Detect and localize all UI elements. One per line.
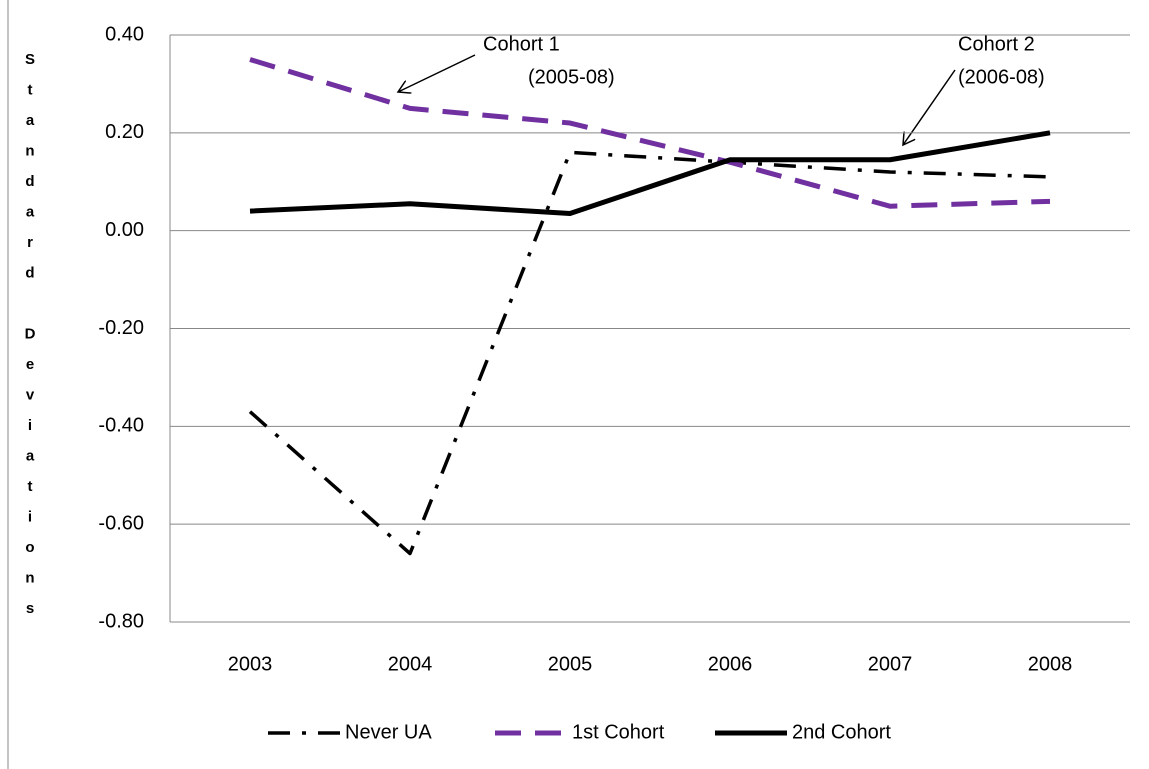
x-tick-label: 2006 <box>708 653 753 675</box>
series-line <box>249 57 1051 209</box>
x-tick-label: 2007 <box>868 653 913 675</box>
annotation: (2005-08) <box>528 66 615 88</box>
annotation-arrow <box>398 54 476 92</box>
legend-label: Never UA <box>345 721 432 743</box>
y-tick-label: -0.60 <box>98 512 144 534</box>
legend-label: 1st Cohort <box>572 721 665 743</box>
series-line <box>248 150 1051 556</box>
legend-label: 2nd Cohort <box>792 721 891 743</box>
y-tick-label: 0.20 <box>105 121 144 143</box>
x-tick-label: 2008 <box>1028 653 1073 675</box>
series-line <box>249 130 1051 217</box>
x-tick-label: 2004 <box>388 653 433 675</box>
y-tick-label: -0.80 <box>98 610 144 632</box>
x-tick-label: 2005 <box>548 653 593 675</box>
annotation: (2006-08) <box>958 66 1045 88</box>
y-tick-label: 0.00 <box>105 219 144 241</box>
y-tick-label: -0.20 <box>98 317 144 339</box>
y-tick-label: -0.40 <box>98 415 144 437</box>
x-tick-label: 2003 <box>228 653 273 675</box>
y-tick-label: 0.40 <box>105 23 144 45</box>
annotation-arrow <box>903 69 956 145</box>
annotation: Cohort 1 <box>483 33 560 55</box>
annotation: Cohort 2 <box>958 33 1035 55</box>
